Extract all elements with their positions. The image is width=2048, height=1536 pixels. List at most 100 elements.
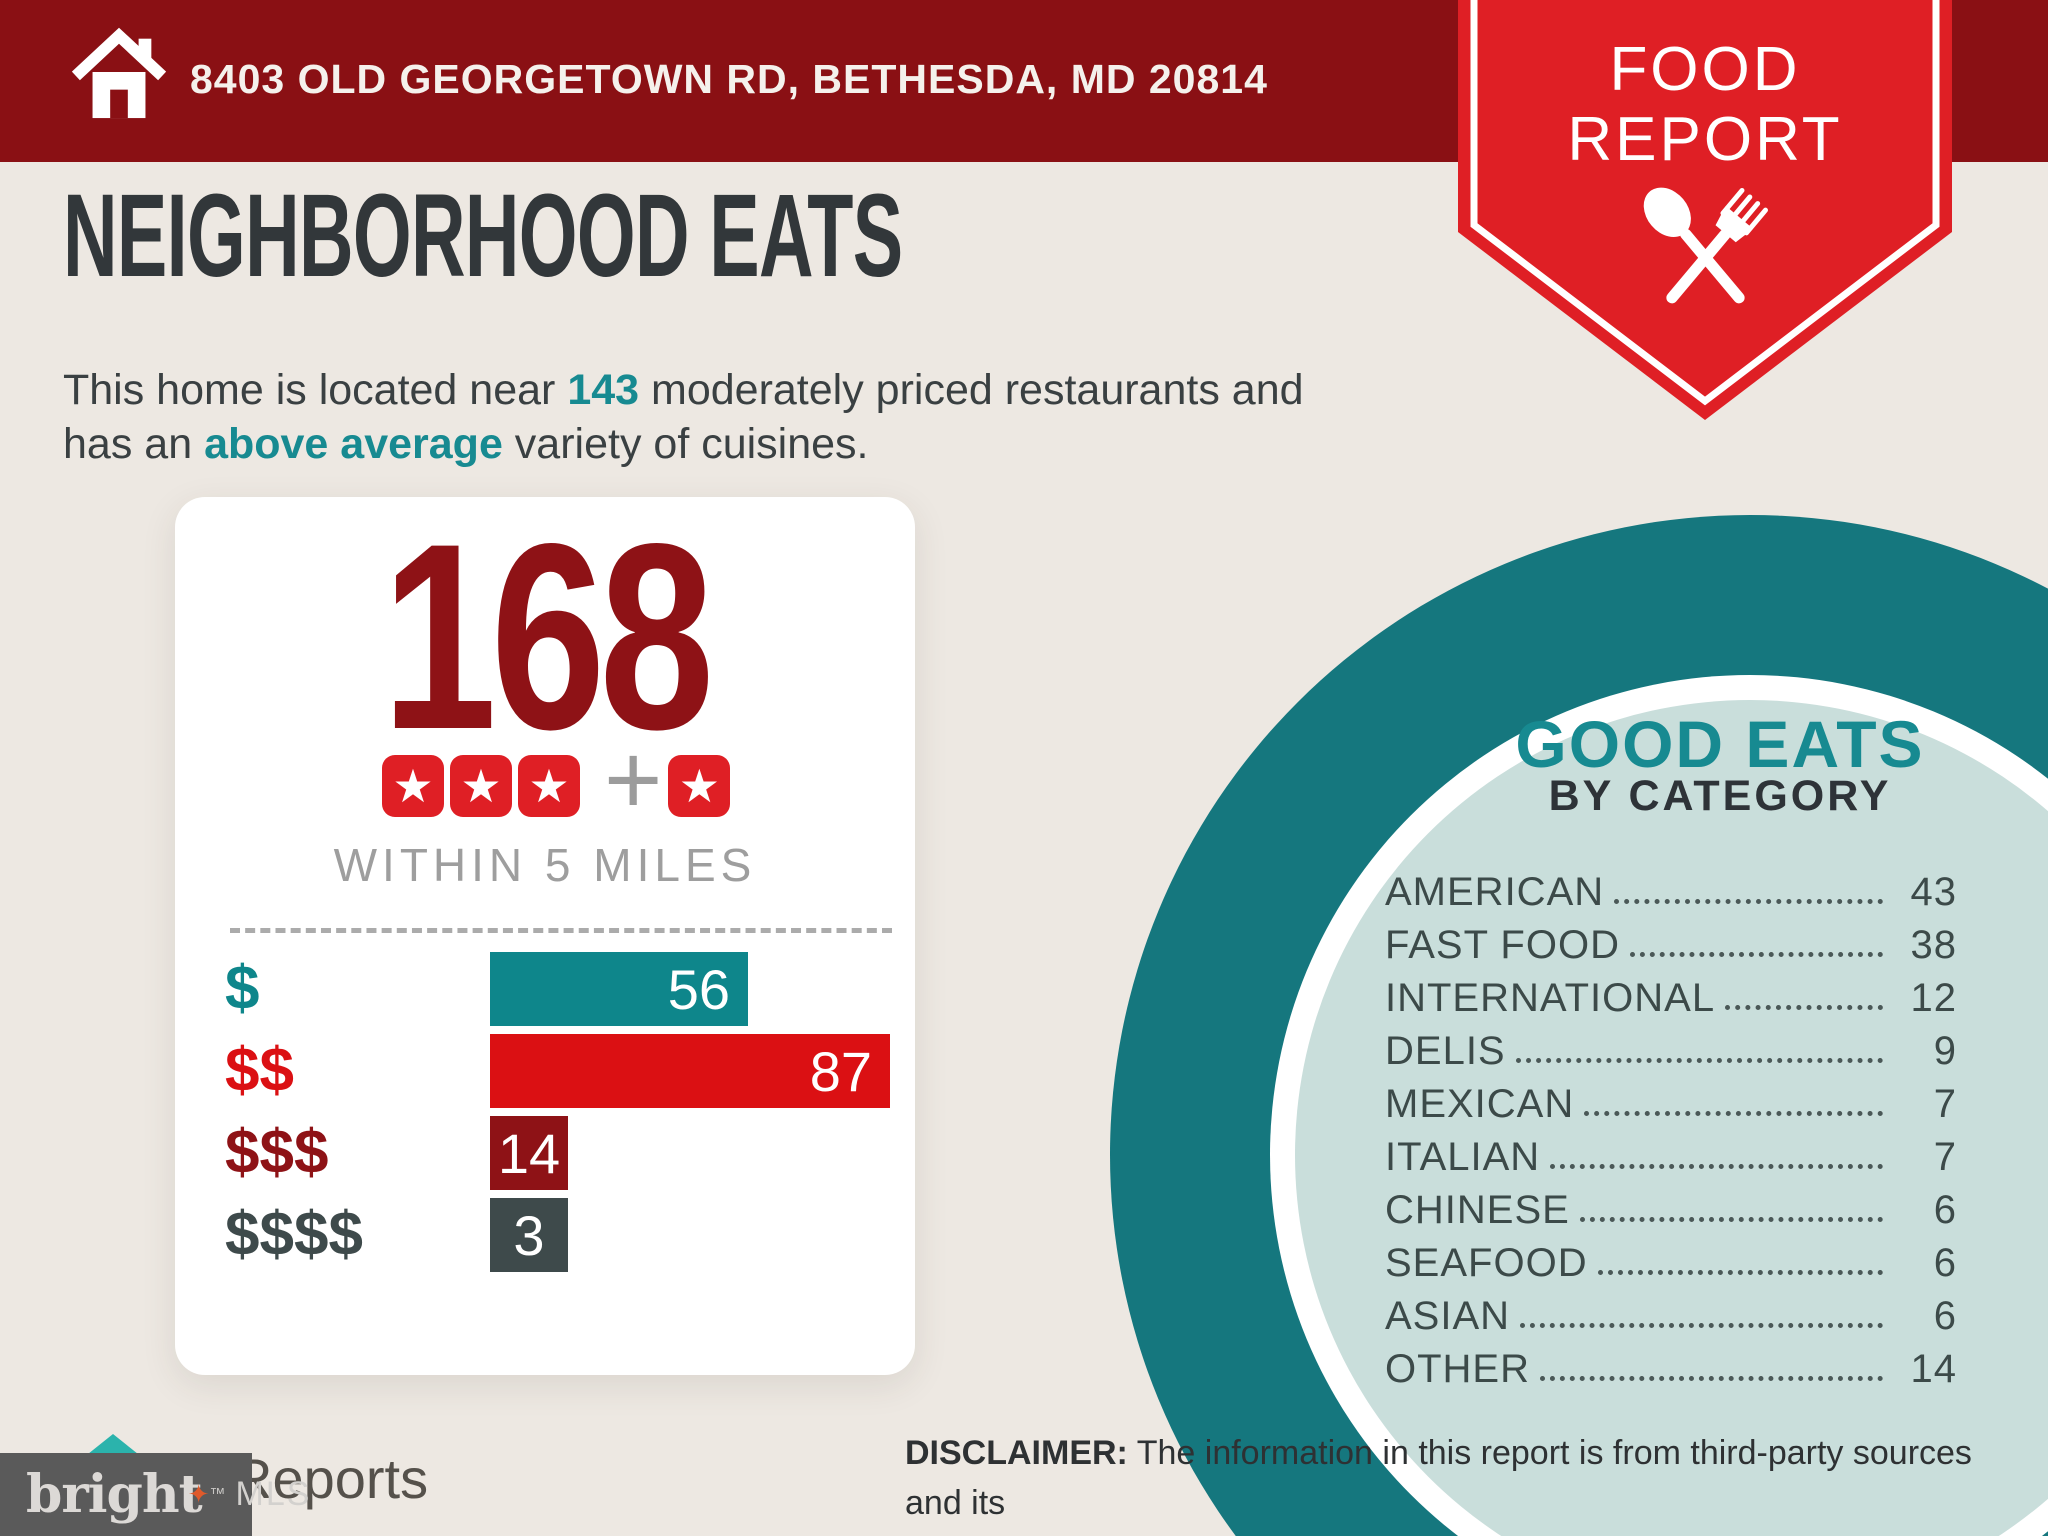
dotted-leader (1584, 1111, 1883, 1116)
category-row: ASIAN 6 (1385, 1290, 1957, 1343)
dotted-leader (1550, 1164, 1883, 1169)
star-icon: ★ (450, 755, 512, 817)
dotted-leader (1614, 899, 1883, 904)
price-tier-bar-chart: $ 56 $$ 87 $$$ 14 $$$$ 3 (175, 952, 915, 1280)
intro-line2-post: variety of cuisines. (502, 420, 869, 468)
intro-line1-pre: This home is located near (63, 366, 568, 414)
dotted-leader (1725, 1005, 1883, 1010)
badge-title-line2: REPORT (1567, 105, 1843, 174)
intro-line2-pre: has an (63, 420, 205, 468)
price-tier-row: $$$$ 3 (175, 1198, 915, 1272)
dotted-leader (1540, 1376, 1883, 1381)
category-value: 38 (1910, 923, 1957, 967)
covered-logo-roof-icon (88, 1434, 138, 1454)
star-row: ★ ★ ★ + ★ (382, 730, 731, 830)
radius-caption: WITHIN 5 MILES (333, 839, 757, 891)
price-value-2: 14 (497, 1121, 561, 1185)
badge-title-line1: FOOD (1609, 35, 1801, 104)
price-value-3: 3 (513, 1203, 545, 1267)
page-title: NEIGHBORHOOD EATS (63, 170, 903, 302)
category-value: 43 (1910, 870, 1957, 914)
category-label: ITALIAN (1385, 1135, 1541, 1179)
price-label-2: $$$ (225, 1118, 329, 1187)
star-icon: ★ (382, 755, 444, 817)
star-icon: ★ (518, 755, 580, 817)
category-value: 7 (1933, 1135, 1957, 1179)
disclaimer-line-2: accuracy cannot be guaranteed. (905, 1528, 1995, 1536)
star-icon: ★ (668, 755, 731, 817)
price-value-0: 56 (667, 957, 730, 1021)
category-label: FAST FOOD (1385, 923, 1620, 967)
home-icon (70, 22, 168, 122)
category-value: 6 (1933, 1241, 1957, 1285)
category-label: ASIAN (1385, 1294, 1511, 1338)
price-tier-row: $$ 87 (175, 1034, 915, 1108)
category-row: OTHER 14 (1385, 1343, 1957, 1396)
category-label: OTHER (1385, 1347, 1530, 1391)
category-row: SEAFOOD 6 (1385, 1237, 1957, 1290)
intro-line-1: This home is located near 143 moderately… (63, 366, 1304, 415)
brightmls-watermark: bright ✦ ™ MLS (0, 1453, 309, 1536)
intro-line-2: has an above average variety of cuisines… (63, 420, 869, 469)
category-value: 7 (1933, 1082, 1957, 1126)
price-bar-0: 56 (490, 952, 748, 1026)
category-row: INTERNATIONAL 12 (1385, 972, 1957, 1025)
dotted-leader (1629, 952, 1883, 957)
disclaimer-label: DISCLAIMER: (905, 1434, 1128, 1472)
price-tier-row: $$$ 14 (175, 1116, 915, 1190)
dotted-leader (1597, 1270, 1883, 1275)
category-value: 9 (1933, 1029, 1957, 1073)
category-label: MEXICAN (1385, 1082, 1575, 1126)
disclaimer-text-1: The information in this report is from t… (905, 1434, 1972, 1522)
badge-ribbon-shape (1458, 0, 1952, 420)
good-eats-title: GOOD EATS (1515, 707, 1925, 781)
good-eats-circle-inner (1295, 700, 2048, 1536)
spoon-fork-icon (1623, 172, 1788, 337)
category-label: AMERICAN (1385, 870, 1605, 914)
category-row: DELIS 9 (1385, 1025, 1957, 1078)
category-row: MEXICAN 7 (1385, 1078, 1957, 1131)
category-value: 14 (1910, 1347, 1957, 1391)
category-label: SEAFOOD (1385, 1241, 1588, 1285)
dotted-leader (1515, 1058, 1883, 1063)
price-bar-3: 3 (490, 1198, 568, 1272)
good-eats-subtitle: BY CATEGORY (1548, 772, 1892, 820)
category-row: AMERICAN 43 (1385, 866, 1957, 919)
disclaimer-line-1: DISCLAIMER: The information in this repo… (905, 1428, 1995, 1528)
price-tier-row: $ 56 (175, 952, 915, 1026)
dashed-divider (230, 928, 892, 933)
price-label-1: $$ (225, 1036, 294, 1105)
spark-icon: ✦ (187, 1479, 210, 1509)
good-eats-category-list: AMERICAN 43 FAST FOOD 38 INTERNATIONAL 12 D… (1385, 866, 1957, 1396)
category-label: CHINESE (1385, 1188, 1570, 1232)
disclaimer: DISCLAIMER: The information in this repo… (905, 1428, 1995, 1536)
category-row: CHINESE 6 (1385, 1184, 1957, 1237)
dotted-leader (1520, 1323, 1883, 1328)
restaurant-summary-card: 168 ★ ★ ★ + ★ WITHIN 5 MILES $ 56 $$ 87 $$$ … (175, 497, 915, 1375)
total-restaurant-count: 168 (381, 489, 714, 785)
restaurant-count: 143 (567, 366, 640, 414)
category-row: ITALIAN 7 (1385, 1131, 1957, 1184)
category-row: FAST FOOD 38 (1385, 919, 1957, 972)
intro-line1-post: moderately priced restaurants and (639, 366, 1304, 414)
category-label: INTERNATIONAL (1385, 976, 1716, 1020)
brightmls-wordmark: bright (26, 1464, 203, 1525)
category-value: 6 (1933, 1294, 1957, 1338)
category-value: 12 (1910, 976, 1957, 1020)
category-value: 6 (1933, 1188, 1957, 1232)
price-bar-2: 14 (490, 1116, 568, 1190)
price-value-1: 87 (809, 1039, 872, 1103)
price-label-0: $ (225, 954, 260, 1023)
property-address: 8403 OLD GEORGETOWN RD, BETHESDA, MD 208… (190, 56, 1268, 102)
brightmls-suffix: MLS (235, 1475, 312, 1513)
category-label: DELIS (1385, 1029, 1506, 1073)
trademark-symbol: ™ (209, 1485, 226, 1503)
price-bar-1: 87 (490, 1034, 890, 1108)
price-label-3: $$$$ (225, 1200, 363, 1269)
food-report-badge: FOOD REPORT (1458, 0, 1952, 420)
plus-icon: + (604, 724, 663, 836)
covered-logo-text: Reports (232, 1447, 429, 1510)
dotted-leader (1579, 1217, 1883, 1222)
variety-highlight: above average (204, 420, 503, 468)
